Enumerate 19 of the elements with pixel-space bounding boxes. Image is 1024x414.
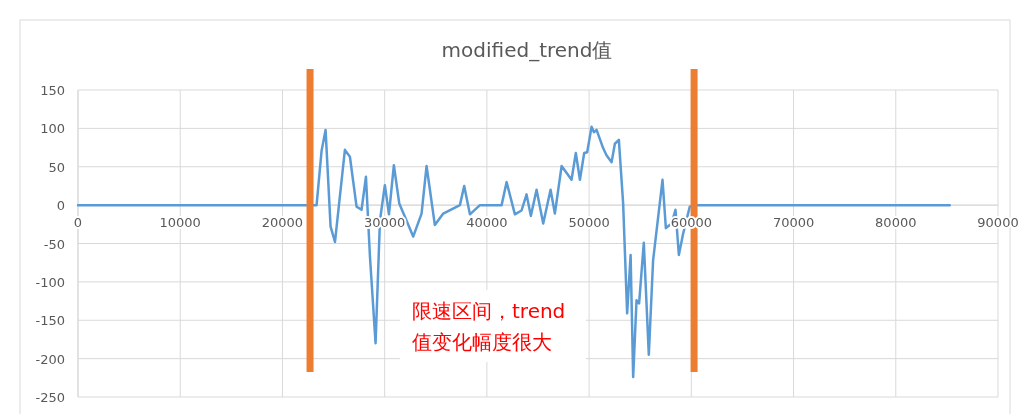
- x-tick-label: 80000: [875, 215, 917, 231]
- x-tick-label: 0: [73, 215, 83, 231]
- y-tick-label: -250: [35, 390, 65, 405]
- y-tick-label: -150: [35, 313, 65, 329]
- y-tick-label: -100: [35, 274, 65, 290]
- x-tick-label: 50000: [568, 215, 610, 231]
- x-tick-label: 40000: [466, 215, 508, 231]
- y-tick-label: 100: [40, 121, 65, 137]
- x-tick-label: 20000: [261, 215, 304, 231]
- annotation: 限速区间，trend 值变化幅度很大: [412, 299, 566, 354]
- y-tick-label: 150: [40, 83, 65, 98]
- y-tick-label: -50: [43, 236, 65, 252]
- x-tick-label: 70000: [772, 215, 815, 231]
- y-tick-label: 50: [48, 159, 65, 175]
- x-tick-label: 10000: [159, 215, 201, 231]
- chart-title: modified_trend值: [441, 38, 613, 62]
- y-tick-label: 0: [56, 198, 65, 214]
- x-tick-label: 90000: [977, 215, 1019, 231]
- y-tick-label: -200: [35, 351, 65, 367]
